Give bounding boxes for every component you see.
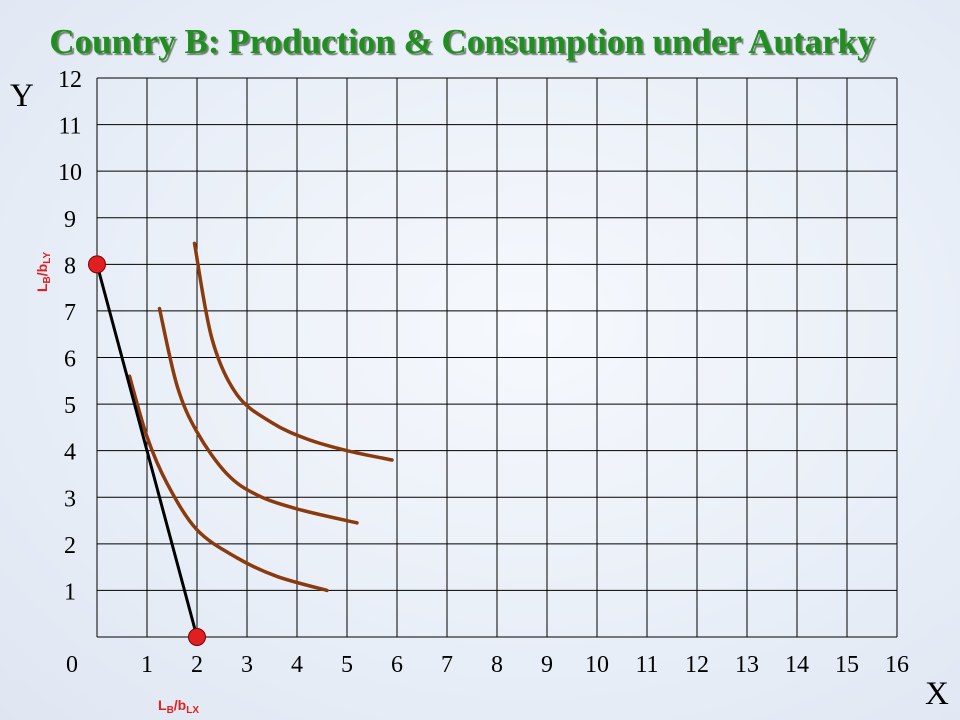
y-tick-label: 12 [58, 67, 82, 93]
chart-title: Country B: Production & Consumption unde… [49, 22, 875, 61]
indifference-curve [192, 241, 394, 462]
x-tick-label: 15 [835, 652, 859, 678]
x-tick-label: 9 [541, 652, 553, 678]
x-tick-label: 14 [785, 652, 809, 678]
x-tick-label: 6 [391, 652, 403, 678]
x-tick-label: 5 [341, 652, 353, 678]
y-tick-label: 1 [64, 579, 76, 605]
y-tick-label: 5 [64, 393, 76, 419]
x-tick-label: 11 [635, 652, 658, 678]
grid-lines [96, 77, 898, 638]
y-axis-label: Y [10, 78, 34, 114]
x-tick-label: 8 [491, 652, 503, 678]
x-tick-label: 12 [685, 652, 709, 678]
x-tick-label: 2 [191, 652, 203, 678]
origin-label: 0 [66, 652, 78, 678]
x-tick-label: 7 [441, 652, 453, 678]
ppf-intercept-point [88, 255, 106, 274]
indifference-curve [127, 374, 329, 593]
ppf-line [95, 263, 199, 638]
y-intercept-label: LB/bLY [34, 252, 53, 292]
y-tick-label: 11 [58, 114, 81, 140]
x-tick-label: 10 [585, 652, 609, 678]
x-tick-label: 13 [735, 652, 759, 678]
y-tick-label: 7 [64, 300, 76, 326]
y-tick-label: 8 [64, 253, 76, 279]
y-tick-label: 2 [64, 533, 76, 559]
y-tick-label: 9 [64, 207, 76, 233]
x-tick-label: 16 [885, 652, 909, 678]
y-tick-label: 6 [64, 347, 76, 373]
indifference-curves [127, 241, 394, 593]
x-axis-label: X [925, 676, 949, 712]
y-tick-label: 4 [64, 440, 76, 466]
x-tick-label: 3 [241, 652, 253, 678]
indifference-curve [157, 306, 359, 525]
y-tick-label: 3 [64, 486, 76, 512]
x-tick-label: 4 [291, 652, 303, 678]
x-intercept-label: LB/bLX [158, 697, 199, 716]
x-tick-label: 1 [141, 652, 153, 678]
ppf-intercept-point [188, 628, 206, 646]
y-tick-label: 10 [58, 160, 82, 186]
ppf-layer [88, 255, 206, 646]
